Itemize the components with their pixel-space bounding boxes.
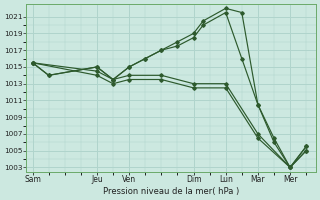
X-axis label: Pression niveau de la mer( hPa ): Pression niveau de la mer( hPa ) <box>103 187 239 196</box>
